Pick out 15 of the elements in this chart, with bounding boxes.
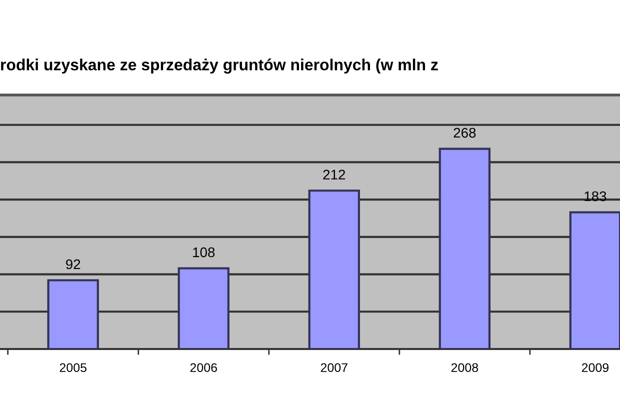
bar xyxy=(308,190,360,349)
x-tick-label: 2009 xyxy=(582,363,609,372)
data-label: 268 xyxy=(454,128,476,138)
data-label: 108 xyxy=(193,247,215,258)
x-tick-label: 2008 xyxy=(451,363,478,372)
x-tick-label: 2006 xyxy=(190,363,217,372)
x-tick-label: 2007 xyxy=(320,363,348,372)
chart-title: rodki uzyskane ze sprzedaży gruntów nierolnych (w mln z xyxy=(1,58,438,74)
bar xyxy=(178,267,230,349)
x-tick-label: 2005 xyxy=(60,363,86,372)
bar xyxy=(569,211,620,349)
data-label: 92 xyxy=(66,259,80,270)
data-label: 212 xyxy=(323,170,346,180)
bar xyxy=(438,148,491,349)
bar xyxy=(47,279,99,349)
